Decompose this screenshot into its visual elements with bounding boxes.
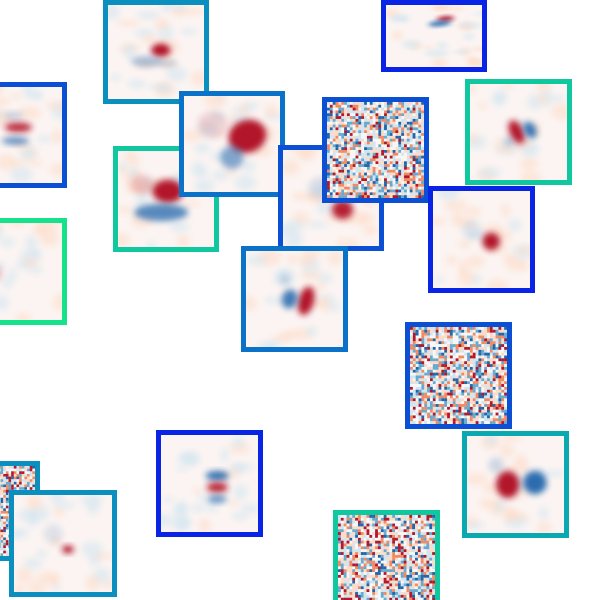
filter-pattern: [470, 84, 567, 180]
filter-thumbnail[interactable]: [179, 91, 285, 197]
noise-thumbnail[interactable]: [333, 510, 440, 600]
filter-pattern: [14, 495, 112, 592]
filter-pattern: [0, 87, 62, 183]
filter-thumbnail[interactable]: [0, 82, 67, 188]
filter-thumbnail[interactable]: [465, 79, 572, 185]
filter-thumbnail[interactable]: [113, 146, 219, 252]
filter-thumbnail[interactable]: [241, 246, 348, 352]
filter-thumbnail[interactable]: [462, 431, 569, 538]
filter-pattern: [161, 435, 258, 532]
noise-pattern: [327, 102, 424, 198]
filter-thumbnail[interactable]: [428, 186, 535, 293]
filter-pattern: [467, 436, 564, 533]
filter-pattern: [433, 191, 530, 288]
filter-thumbnail[interactable]: [103, 0, 209, 104]
filter-pattern: [0, 223, 62, 320]
filter-pattern: [184, 96, 280, 192]
filter-thumbnail[interactable]: [381, 0, 487, 72]
filter-pattern: [246, 251, 343, 347]
noise-thumbnail[interactable]: [405, 322, 512, 429]
filter-thumbnail[interactable]: [156, 430, 263, 537]
noise-pattern: [410, 327, 507, 424]
filter-thumbnail[interactable]: [0, 218, 67, 325]
filter-pattern: [108, 5, 204, 99]
filter-thumbnail[interactable]: [9, 490, 117, 597]
filter-pattern: [386, 5, 482, 67]
noise-pattern: [338, 515, 435, 600]
noise-thumbnail[interactable]: [322, 97, 429, 203]
